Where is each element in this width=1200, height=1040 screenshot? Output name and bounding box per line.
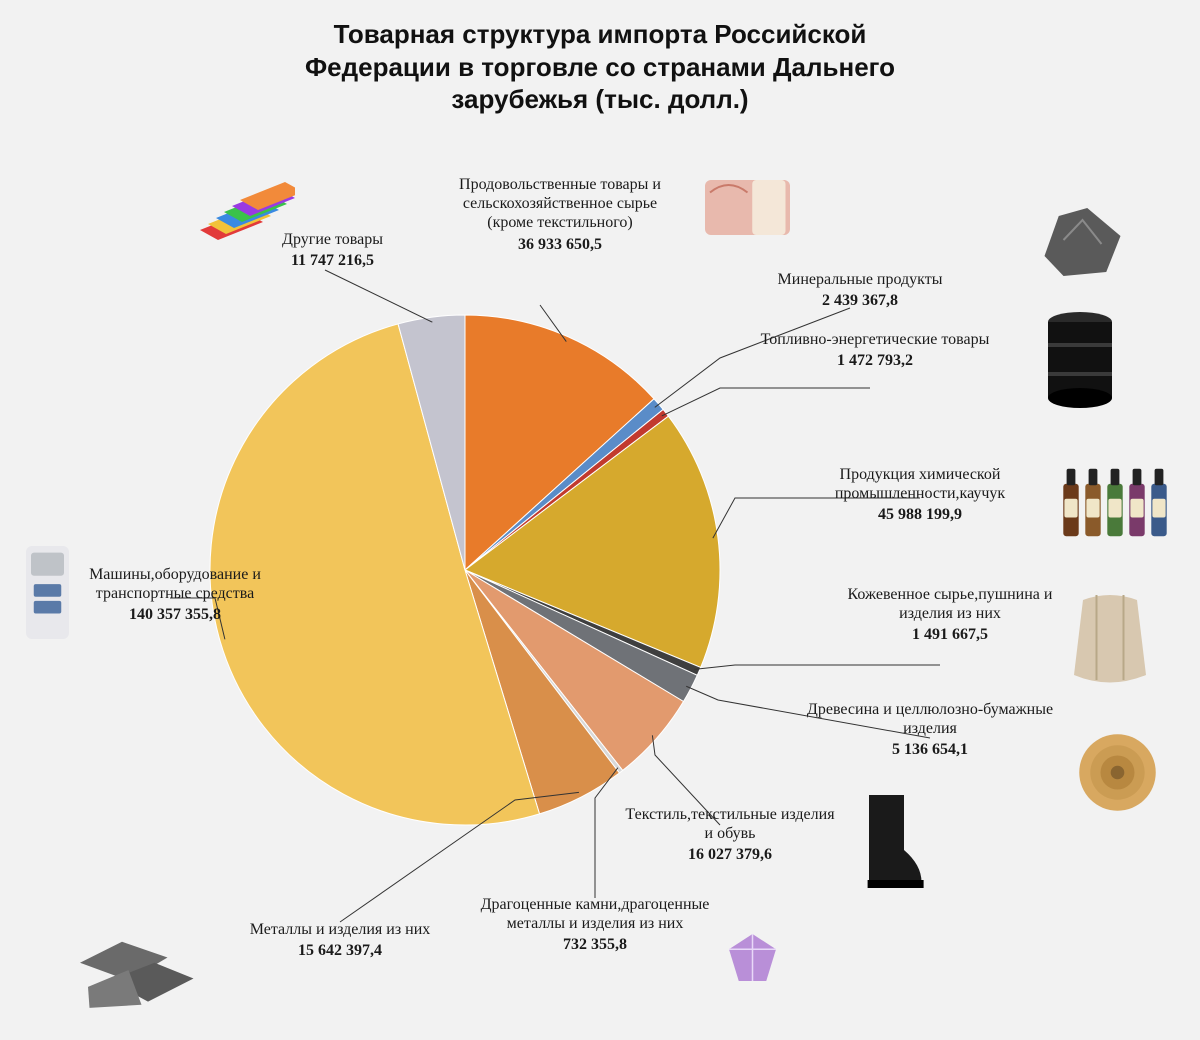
slice-label-value: 1 491 667,5 <box>830 625 1070 644</box>
slice-label-value: 11 747 216,5 <box>255 251 410 270</box>
machine-icon <box>20 540 75 645</box>
metal-icon <box>70 905 200 1010</box>
slice-label: Драгоценные камни,драгоценные металлы и … <box>480 895 710 955</box>
slice-label-name: Драгоценные камни,драгоценные металлы и … <box>480 895 710 933</box>
chart-container: Товарная структура импорта Российской Фе… <box>0 0 1200 1040</box>
slice-label: Текстиль,текстильные изделия и обувь 16 0… <box>620 805 840 865</box>
slice-label-value: 36 933 650,5 <box>440 235 680 254</box>
wood-icon <box>1075 730 1160 815</box>
slice-label: Топливно-энергетические товары 1 472 793,… <box>755 330 995 370</box>
leader-line <box>694 665 940 669</box>
slice-label-value: 1 472 793,2 <box>755 351 995 370</box>
leader-line <box>325 270 432 322</box>
mineral-icon <box>1035 200 1130 280</box>
slice-label: Минеральные продукты 2 439 367,8 <box>755 270 965 310</box>
slice-label-value: 15 642 397,4 <box>230 941 450 960</box>
chemicals-icon <box>1060 465 1170 540</box>
slice-label-name: Металлы и изделия из них <box>230 920 450 939</box>
slice-label-name: Кожевенное сырье,пушнина и изделия из ни… <box>830 585 1070 623</box>
slice-label-name: Минеральные продукты <box>755 270 965 289</box>
slice-label: Продовольственные товары и сельскохозяйс… <box>440 175 680 254</box>
slice-label: Продукция химической промышленности,кауч… <box>790 465 1050 525</box>
gem-icon <box>725 930 780 985</box>
slice-label-value: 2 439 367,8 <box>755 291 965 310</box>
fabric-icon <box>190 160 295 240</box>
slice-label-value: 16 027 379,6 <box>620 845 840 864</box>
slice-label-value: 5 136 654,1 <box>800 740 1060 759</box>
fuel-barrel-icon <box>1040 310 1120 410</box>
slice-label-name: Текстиль,текстильные изделия и обувь <box>620 805 840 843</box>
slice-label-name: Продовольственные товары и сельскохозяйс… <box>440 175 680 233</box>
boot-icon <box>855 790 925 890</box>
slice-label: Металлы и изделия из них 15 642 397,4 <box>230 920 450 960</box>
meat-icon <box>700 170 795 245</box>
slice-label: Древесина и целлюлозно-бумажные изделия 5… <box>800 700 1060 760</box>
slice-label-value: 732 355,8 <box>480 935 710 954</box>
slice-label: Машины,оборудование и транспортные средс… <box>60 565 290 625</box>
slice-label: Кожевенное сырье,пушнина и изделия из ни… <box>830 585 1070 645</box>
slice-label-name: Продукция химической промышленности,кауч… <box>790 465 1050 503</box>
fur-coat-icon <box>1065 590 1155 690</box>
slice-label-value: 45 988 199,9 <box>790 505 1050 524</box>
slice-label-name: Машины,оборудование и транспортные средс… <box>60 565 290 603</box>
leader-line <box>662 388 870 416</box>
slice-label-name: Древесина и целлюлозно-бумажные изделия <box>800 700 1060 738</box>
slice-label-value: 140 357 355,8 <box>60 605 290 624</box>
slice-label-name: Топливно-энергетические товары <box>755 330 995 349</box>
